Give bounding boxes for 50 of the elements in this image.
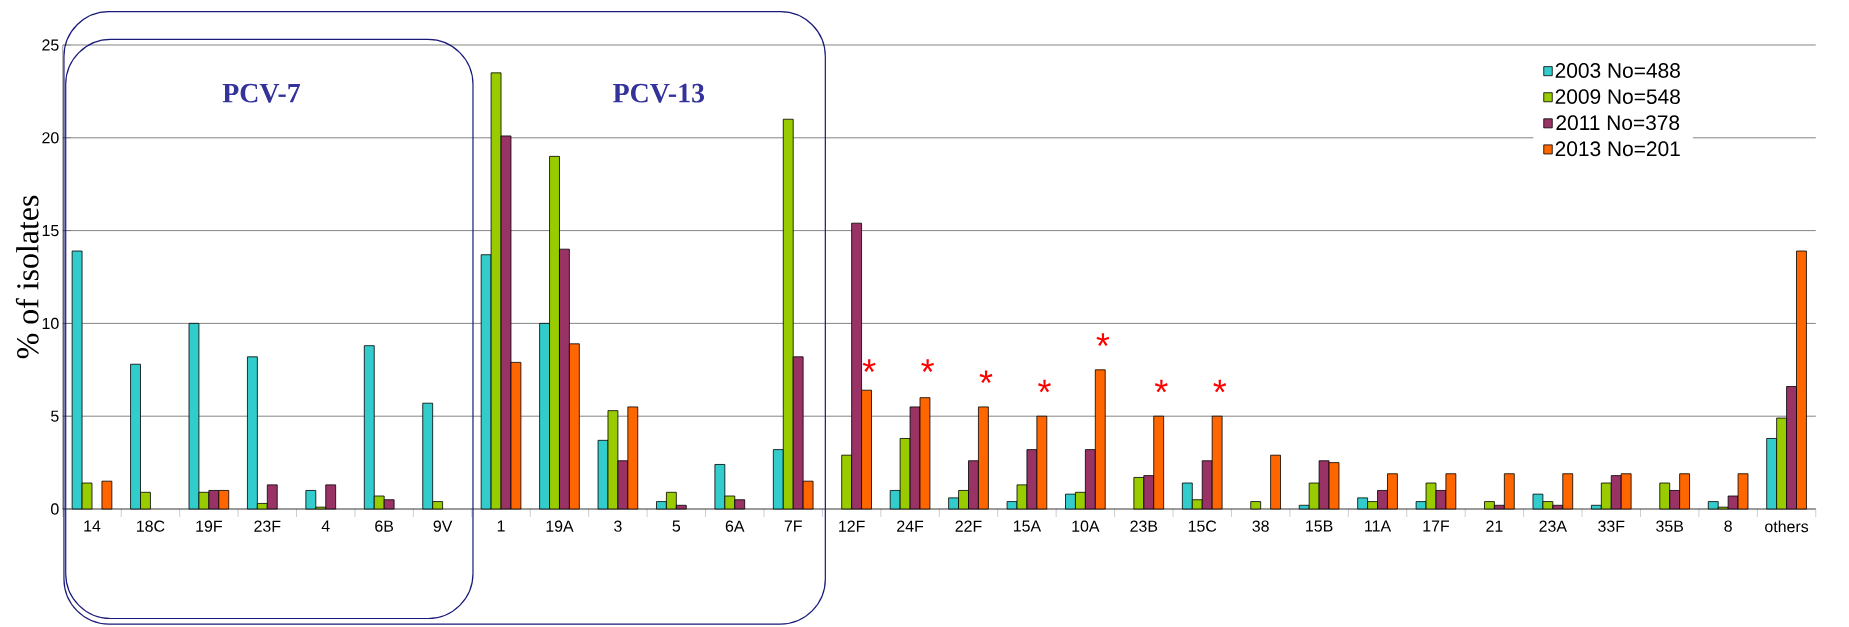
x-tick-label: 15C [1188,520,1217,532]
annotation: * [1096,333,1110,346]
legend-label: 2013 No=201 [1555,141,1680,157]
x-tick-label: others [1765,520,1809,533]
y-tick-label: 15 [42,225,59,237]
legend-label: 2011 No=378 [1556,115,1680,131]
x-tick-label: 1 [497,520,505,532]
x-tick-label: 12F [839,520,865,532]
annotation: * [921,359,935,372]
x-tick-label: 9V [433,520,453,532]
x-tick-label: 3 [614,520,622,532]
x-tick-label: 22F [955,520,982,532]
x-tick-label: 10A [1072,520,1100,532]
x-tick-label: 23B [1130,520,1158,532]
x-tick-label: 33F [1598,520,1625,532]
x-tick-label: 21 [1486,520,1503,532]
annotation: * [1154,379,1168,393]
y-tick-label: 25 [42,39,59,51]
annotation: * [1038,379,1051,393]
x-tick-label: 19F [196,520,222,532]
x-tick-label: 24F [897,520,924,532]
y-axis-title: % of isolates [15,195,39,359]
x-tick-label: 14 [84,520,101,532]
x-tick-label: 5 [672,520,681,532]
x-tick-label: 23F [254,520,281,532]
annotation: * [862,359,876,372]
x-tick-label: 23A [1539,520,1567,532]
x-tick-label: 17F [1423,520,1450,532]
y-tick-label: 5 [51,410,59,422]
x-tick-label: 15B [1306,520,1333,532]
x-tick-label: 38 [1252,520,1269,532]
x-tick-label: 35B [1656,520,1684,532]
x-tick-label: 4 [321,520,330,532]
y-tick-label: 20 [42,132,59,144]
x-tick-label: 15A [1013,520,1042,532]
annotation: PCV-7 [222,83,301,103]
legend-label: 2003 No=488 [1555,63,1680,78]
y-tick-label: 0 [51,503,59,515]
x-tick-label: 8 [1724,520,1732,532]
x-tick-label: 7F [784,520,802,532]
y-tick-label: 10 [42,317,59,330]
annotation: * [1213,379,1227,393]
legend-label: 2009 No=548 [1555,89,1680,104]
x-tick-label: 18C [137,520,165,532]
x-tick-label: 11A [1365,520,1392,532]
x-tick-label: 6A [725,520,745,532]
annotation: PCV-13 [613,83,705,103]
annotation: * [979,370,993,384]
x-tick-label: 6B [375,520,394,532]
x-tick-label: 19A [546,520,574,532]
